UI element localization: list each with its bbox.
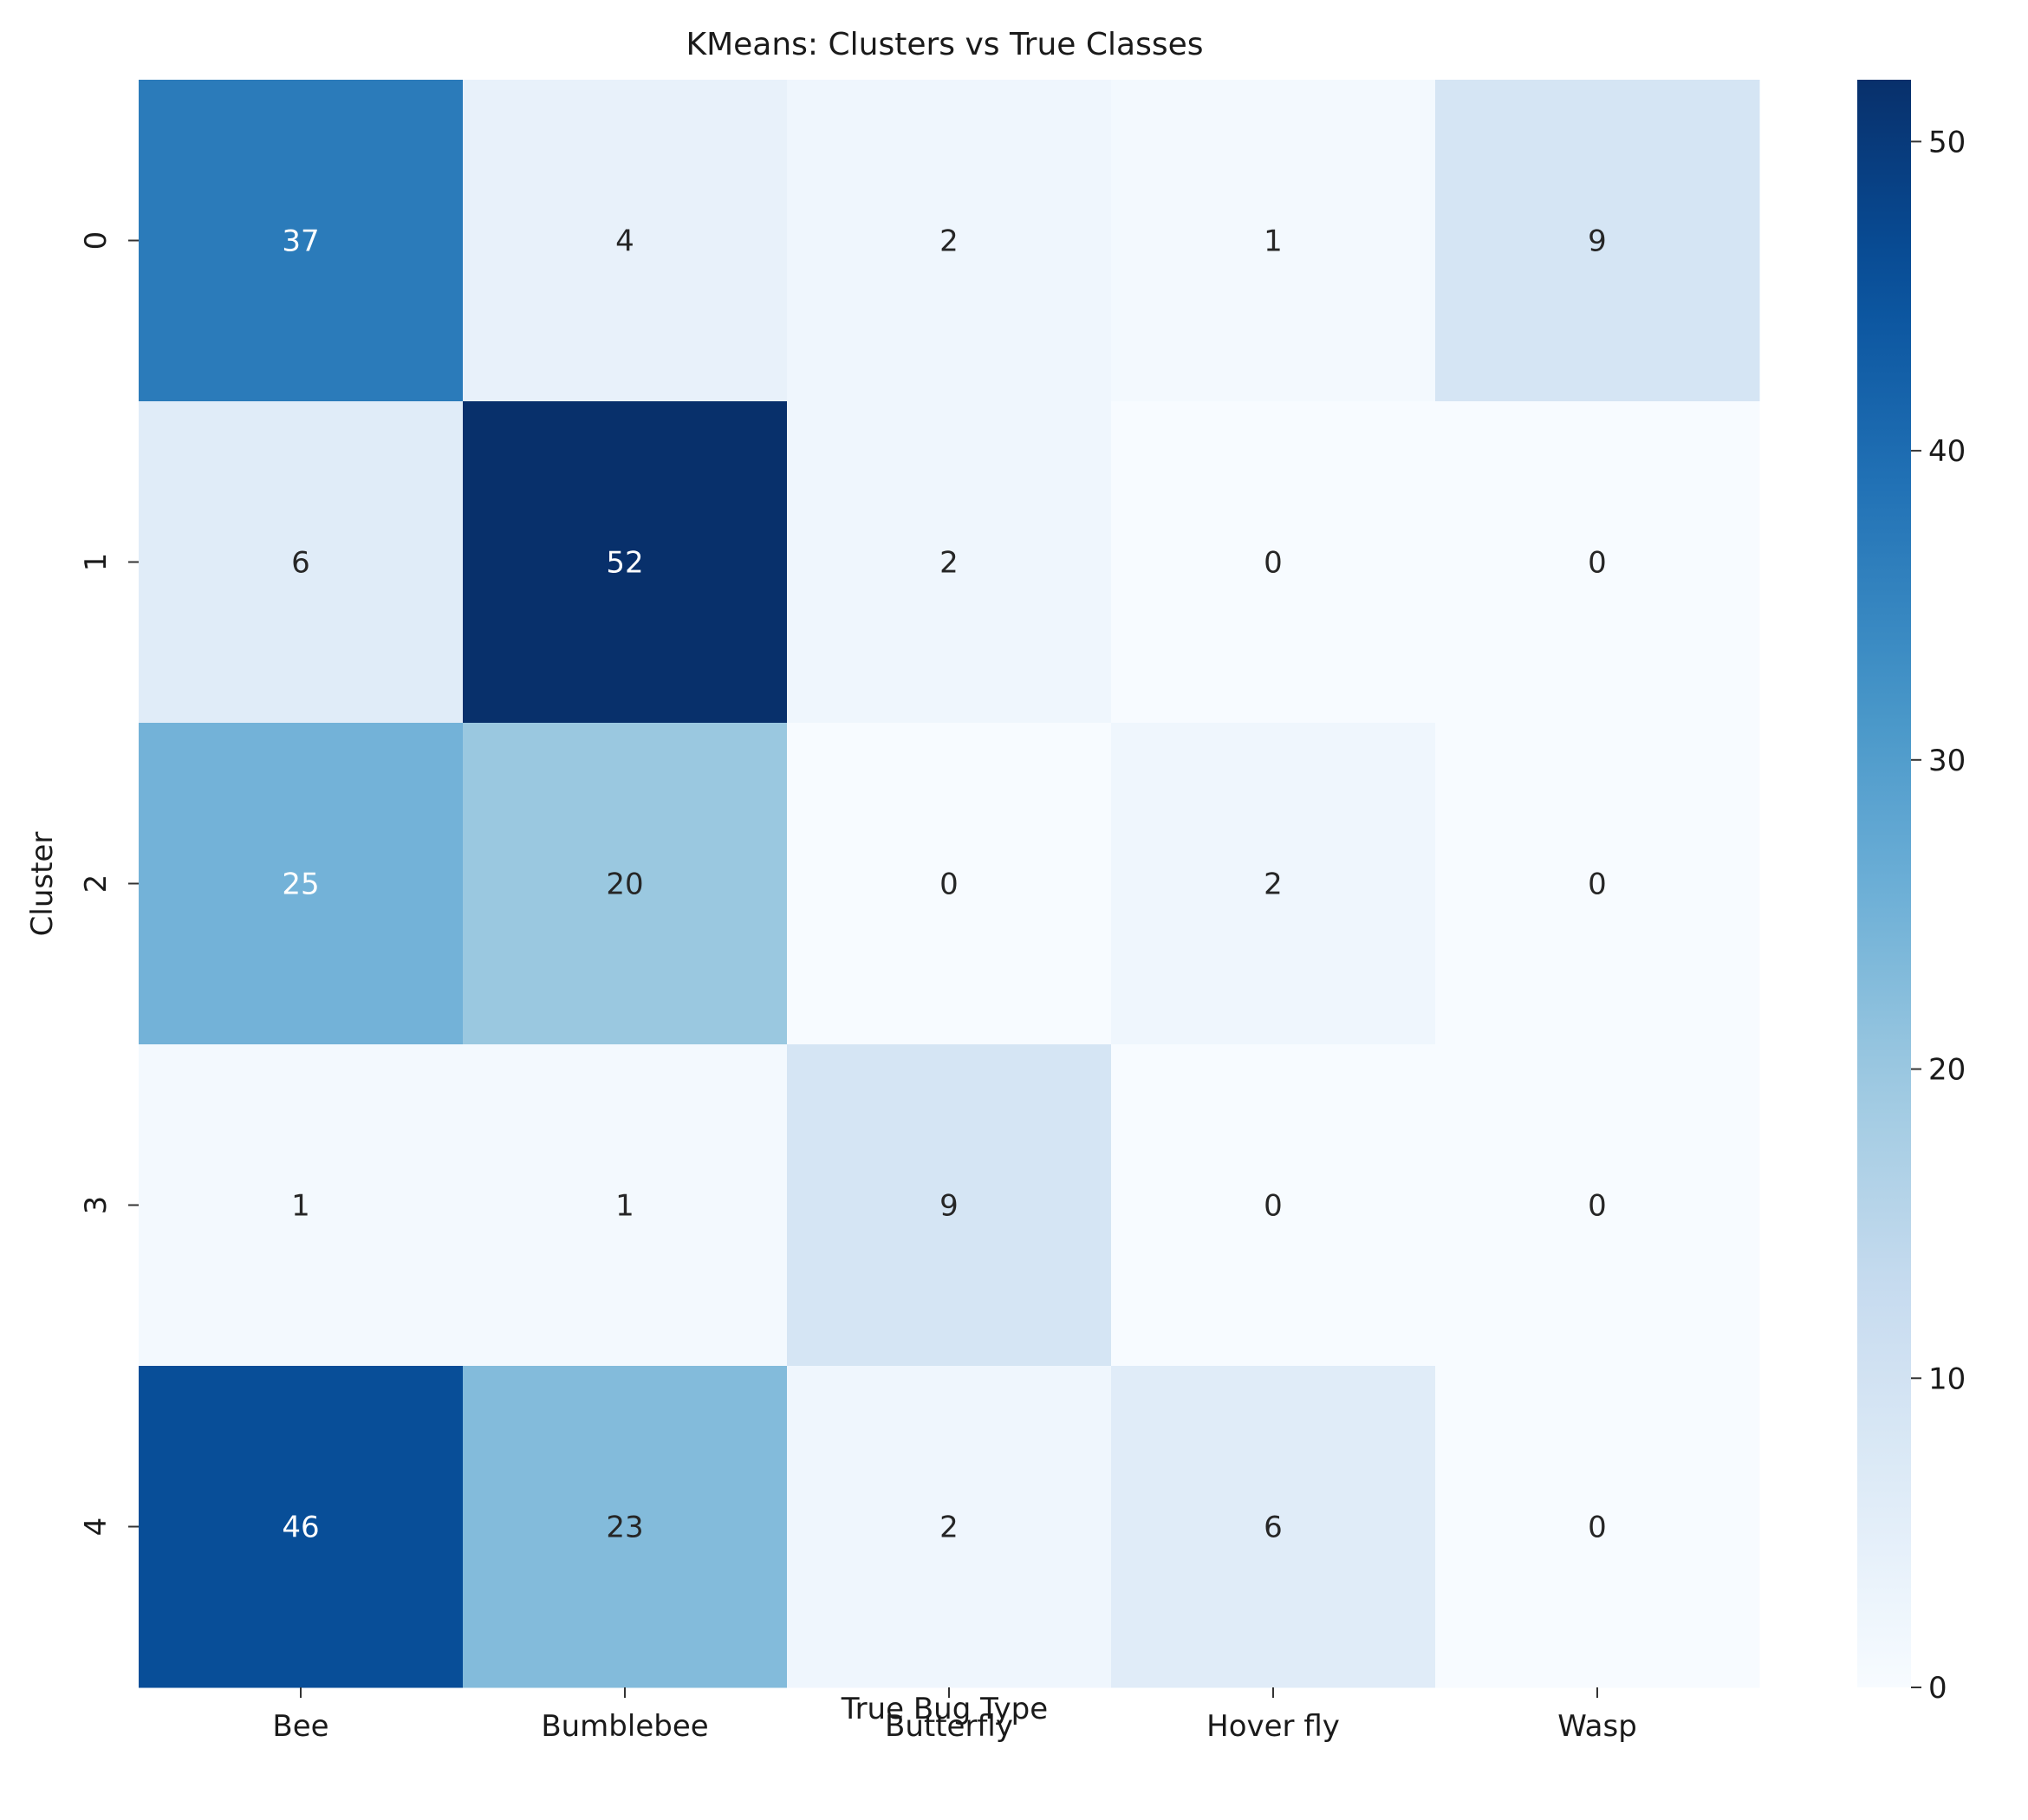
heatmap-cell (139, 80, 464, 402)
heatmap-cells (139, 80, 1760, 1688)
cell-value-label: 0 (1264, 546, 1283, 581)
cell-value-label: 1 (291, 1189, 310, 1224)
cell-value-label: 1 (1264, 224, 1283, 259)
heatmap-cell (139, 723, 464, 1045)
heatmap-cell (1111, 401, 1436, 724)
heatmap-cell (787, 401, 1112, 724)
y-tick-label: 1 (79, 553, 114, 572)
heatmap-cell (787, 723, 1112, 1045)
x-tick-label: Hover fly (1206, 1709, 1340, 1744)
cell-value-label: 9 (1588, 224, 1607, 259)
x-tick-label: Bee (272, 1709, 328, 1744)
heatmap-cell (1111, 1044, 1436, 1367)
heatmap-cell (463, 723, 788, 1045)
cell-value-label: 0 (1588, 546, 1607, 581)
cell-value-label: 2 (939, 1511, 959, 1545)
y-axis: 0 1 2 3 4 (79, 231, 139, 1537)
y-tick-label: 0 (79, 231, 114, 250)
cell-value-label: 6 (1264, 1511, 1283, 1545)
heatmap-cell (1435, 1366, 1760, 1688)
x-tick-label: Butterfly (885, 1709, 1013, 1744)
heatmap-cell (139, 1044, 464, 1367)
heatmap-cell (1111, 1366, 1436, 1688)
cell-value-label: 6 (291, 546, 310, 581)
heatmap-cell (1111, 80, 1436, 402)
heatmap-cell (1435, 1044, 1760, 1367)
colorbar-tick-label: 0 (1928, 1671, 1947, 1706)
cell-value-label: 20 (606, 868, 643, 902)
colorbar-tick-label: 50 (1928, 125, 1966, 159)
cell-value-label: 46 (282, 1511, 319, 1545)
cell-value-label: 2 (1264, 868, 1283, 902)
cell-value-label: 9 (939, 1189, 959, 1224)
colorbar (1857, 80, 1911, 1687)
cell-value-label: 37 (282, 224, 319, 259)
y-tick-label: 4 (79, 1518, 114, 1537)
y-tick-label: 2 (79, 874, 114, 894)
heatmap-cell (1435, 401, 1760, 724)
x-tick-label: Wasp (1557, 1709, 1637, 1744)
heatmap-cell (1435, 80, 1760, 402)
heatmap-cell (787, 80, 1112, 402)
x-axis: Bee Bumblebee Butterfly Hover fly Wasp (272, 1687, 1637, 1744)
heatmap-cell (463, 401, 788, 724)
x-axis-label: True Bug Type (841, 1692, 1048, 1726)
heatmap-cell (139, 401, 464, 724)
x-tick-label: Bumblebee (541, 1709, 708, 1744)
heatmap-cell (463, 1044, 788, 1367)
colorbar-ticks: 0 10 20 30 40 50 (1911, 125, 1966, 1706)
cell-value-label: 0 (1588, 1189, 1607, 1224)
colorbar-tick-label: 20 (1928, 1053, 1966, 1088)
colorbar-tick-label: 10 (1928, 1362, 1966, 1396)
y-axis-label: Cluster (25, 832, 60, 937)
cell-value-label: 23 (606, 1511, 643, 1545)
chart-title: KMeans: Clusters vs True Classes (686, 27, 1203, 62)
cell-value-label: 0 (1588, 1511, 1607, 1545)
heatmap-cell (787, 1044, 1112, 1367)
y-tick-label: 3 (79, 1196, 114, 1215)
heatmap-cell (1435, 723, 1760, 1045)
heatmap-cell (463, 1366, 788, 1688)
heatmap-cell (787, 1366, 1112, 1688)
cell-value-label: 52 (606, 546, 643, 581)
cell-value-label: 0 (939, 868, 959, 902)
cell-value-label: 25 (282, 868, 319, 902)
colorbar-tick-label: 30 (1928, 744, 1966, 778)
cell-value-label: 1 (615, 1189, 634, 1224)
cell-value-label: 0 (1264, 1189, 1283, 1224)
heatmap-cell (139, 1366, 464, 1688)
cell-value-label: 4 (615, 224, 634, 259)
heatmap-cell-labels: 37 4 2 1 96 52 2 0 025 20 0 2 01 1 9 0 046 23 2 6 0 (282, 224, 1606, 1545)
colorbar-tick-label: 40 (1928, 434, 1966, 469)
cell-value-label: 2 (939, 546, 959, 581)
cell-value-label: 2 (939, 224, 959, 259)
heatmap-cell (463, 80, 788, 402)
cell-value-label: 0 (1588, 868, 1607, 902)
heatmap-cell (1111, 723, 1436, 1045)
